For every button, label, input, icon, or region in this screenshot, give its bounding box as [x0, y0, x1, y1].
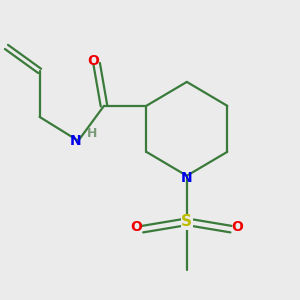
Text: O: O [130, 220, 142, 234]
Text: N: N [181, 171, 193, 184]
Text: O: O [232, 220, 244, 234]
Text: N: N [70, 134, 81, 148]
Text: S: S [181, 214, 192, 229]
Text: O: O [87, 54, 99, 68]
Text: H: H [87, 127, 98, 140]
